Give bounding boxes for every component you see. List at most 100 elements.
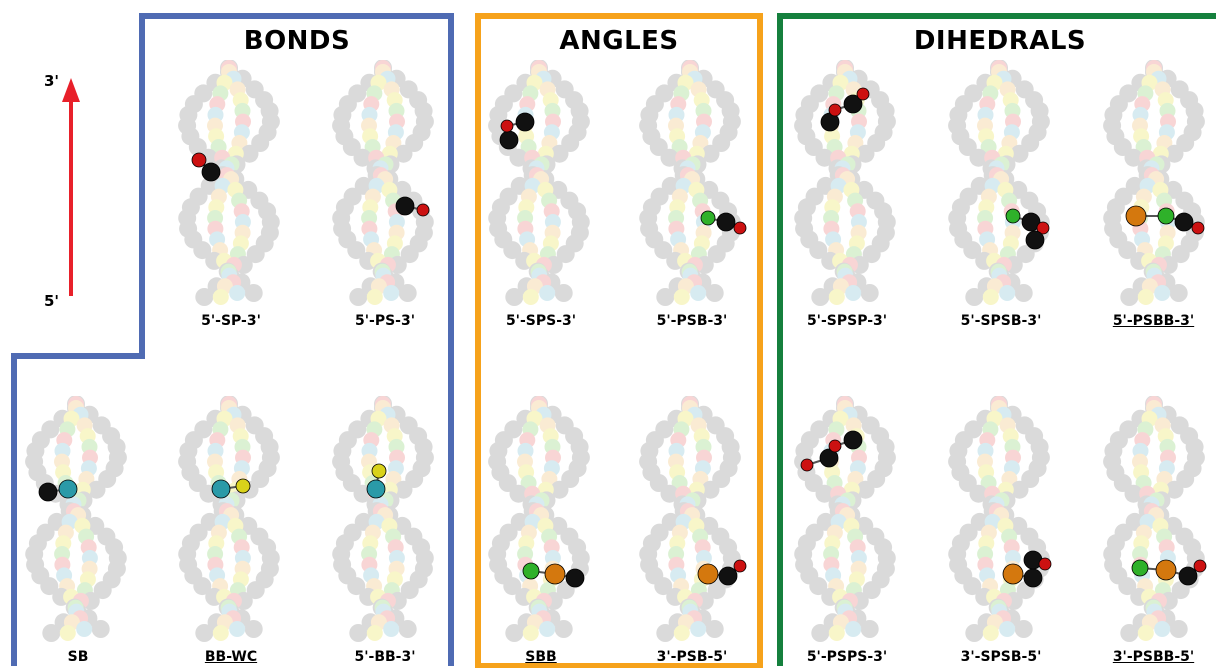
helix-bead <box>42 624 61 642</box>
highlight-bead-phosphate <box>1025 230 1045 250</box>
helix-bead <box>383 285 400 301</box>
helix-bead <box>660 148 679 167</box>
helix-bead <box>244 620 263 638</box>
highlight-bead-base-orange <box>1155 559 1177 581</box>
helix-bead <box>76 621 93 637</box>
helix-bead <box>398 620 417 638</box>
helix-bead <box>965 288 984 306</box>
helix-bead <box>550 480 569 499</box>
highlight-bead-base-green <box>522 562 540 580</box>
highlight-bead-base-green <box>1005 208 1021 224</box>
helix-bead <box>690 285 707 301</box>
helix-bead <box>1120 624 1139 642</box>
molecule-spsb3 <box>948 60 1050 306</box>
helix-bead <box>1137 625 1154 641</box>
helix-bead <box>654 577 673 596</box>
highlight-bead-phosphate <box>843 430 863 450</box>
helix-bead <box>815 148 834 167</box>
molecule-ps <box>332 60 434 306</box>
highlight-bead-base-green <box>700 210 716 226</box>
helix-bead <box>1124 148 1143 167</box>
helix-bead <box>815 484 834 503</box>
helix-bead <box>1118 241 1137 260</box>
molecule-sb <box>25 396 127 642</box>
direction-arrow-head <box>62 78 80 102</box>
helix-bead <box>394 144 413 163</box>
label-psb5: 3'-PSB-5' <box>656 649 728 665</box>
highlight-bead-phosphate <box>565 568 585 588</box>
helix-bead <box>999 621 1016 637</box>
helix-bead <box>556 245 575 264</box>
highlight-bead-phosphate <box>395 196 415 216</box>
helix-bead <box>1165 480 1184 499</box>
helix-bead <box>673 289 690 305</box>
helix-bead <box>509 148 528 167</box>
helix-bead <box>1165 144 1184 163</box>
highlight-bead-base-orange <box>697 563 719 585</box>
helix-bead <box>1171 581 1190 600</box>
label-psbb5: 3'-PSBB-5' <box>1112 649 1195 665</box>
molecule-bbwc <box>178 396 280 642</box>
helix-bead <box>860 620 879 638</box>
label-sb: SB <box>67 649 89 665</box>
dihedrals-title: DIHEDRALS <box>913 26 1087 56</box>
molecule-sbb <box>488 396 590 642</box>
helix-bead <box>654 241 673 260</box>
dihedrals-frame <box>777 13 1216 666</box>
highlight-bead-phosphate <box>716 212 736 232</box>
helix-bead <box>1169 284 1188 302</box>
helix-bead <box>353 148 372 167</box>
molecule-psbb5 <box>1103 396 1207 642</box>
helix-bead <box>701 144 720 163</box>
helix-bead <box>856 144 875 163</box>
highlight-bead-phosphate <box>38 482 58 502</box>
helix-bead <box>539 285 556 301</box>
helix-bead <box>246 581 265 600</box>
helix-bead <box>40 577 59 596</box>
helix-bead <box>1171 245 1190 264</box>
highlight-bead-base-green <box>1131 559 1149 577</box>
highlight-bead-phosphate <box>1023 568 1043 588</box>
angles-title: ANGLES <box>559 26 679 56</box>
molecule-bb3 <box>332 396 434 642</box>
highlight-bead-phosphate-tip <box>828 439 842 453</box>
molecule-spsb5 <box>948 396 1052 642</box>
helix-bead <box>229 621 246 637</box>
helix-bead <box>969 148 988 167</box>
helix-bead <box>349 288 368 306</box>
helix-bead <box>1120 288 1139 306</box>
helix-bead <box>93 581 112 600</box>
label-sp: 5'-SP-3' <box>201 313 261 329</box>
helix-bead <box>963 241 982 260</box>
highlight-bead-phosphate-tip <box>1191 221 1205 235</box>
helix-bead <box>1016 245 1035 264</box>
highlight-bead-base-orange <box>1002 563 1024 585</box>
molecule-spsp <box>794 60 896 306</box>
helix-bead <box>505 288 524 306</box>
highlight-bead-phosphate-tip <box>800 458 814 472</box>
helix-bead <box>1010 144 1029 163</box>
helix-bead <box>811 288 830 306</box>
highlight-bead-phosphate-tip <box>733 221 747 235</box>
helix-bead <box>656 624 675 642</box>
label-psbb3: 5'-PSBB-3' <box>1112 313 1195 329</box>
helix-bead <box>982 289 999 305</box>
helix-bead <box>701 480 720 499</box>
molecule-psps <box>794 396 896 642</box>
helix-bead <box>193 241 212 260</box>
axis-bottom-label: 5' <box>44 292 60 310</box>
helix-bead <box>660 484 679 503</box>
label-sbb: SBB <box>525 649 557 665</box>
highlight-bead-phosphate-tip <box>856 87 870 101</box>
highlight-bead-base-orange <box>544 563 566 585</box>
helix-bead <box>982 625 999 641</box>
angles-frame <box>475 13 763 668</box>
molecule-sp <box>178 60 280 306</box>
helix-bead <box>195 624 214 642</box>
highlight-bead-phosphate <box>843 94 863 114</box>
highlight-bead-phosphate-tip <box>416 203 430 217</box>
helix-bead <box>229 285 246 301</box>
highlight-bead-phosphate-tip <box>500 119 514 133</box>
helix-bead <box>828 289 845 305</box>
